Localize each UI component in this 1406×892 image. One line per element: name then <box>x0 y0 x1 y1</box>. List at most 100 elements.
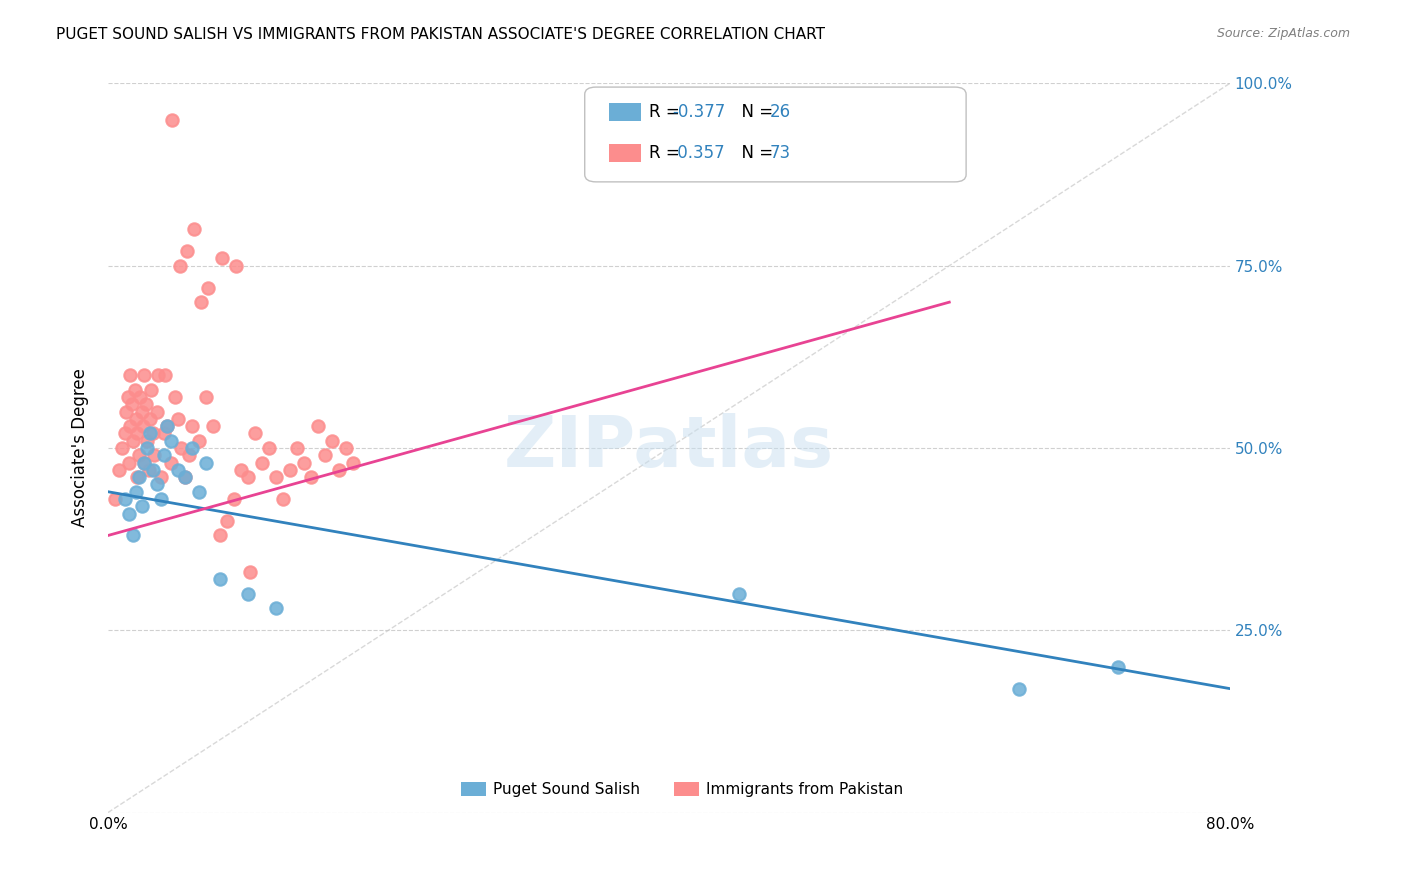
Point <box>188 484 211 499</box>
Point <box>146 477 169 491</box>
Point <box>156 419 179 434</box>
Point <box>141 383 163 397</box>
Point <box>111 441 134 455</box>
Point <box>188 434 211 448</box>
Point <box>245 426 267 441</box>
FancyBboxPatch shape <box>461 782 486 797</box>
Point <box>156 419 179 434</box>
Point <box>170 441 193 455</box>
Point <box>122 434 145 448</box>
Point <box>195 456 218 470</box>
Point <box>285 441 308 455</box>
Point <box>211 252 233 266</box>
Point <box>292 456 315 470</box>
Point <box>148 368 170 382</box>
Point <box>136 434 159 448</box>
Point <box>271 491 294 506</box>
Text: R =: R = <box>648 103 685 121</box>
Point <box>108 463 131 477</box>
Point <box>335 441 357 455</box>
Point <box>155 368 177 382</box>
Point <box>153 426 176 441</box>
Y-axis label: Associate's Degree: Associate's Degree <box>72 368 89 527</box>
Point <box>299 470 322 484</box>
Point <box>132 419 155 434</box>
Point <box>160 456 183 470</box>
Point <box>728 587 751 601</box>
Point <box>209 528 232 542</box>
Point <box>131 404 153 418</box>
Point <box>202 419 225 434</box>
Point <box>1008 681 1031 696</box>
Point <box>118 456 141 470</box>
Point <box>153 448 176 462</box>
Point <box>169 259 191 273</box>
Point <box>128 448 150 462</box>
Point <box>328 463 350 477</box>
Point <box>142 463 165 477</box>
Point <box>224 491 246 506</box>
Point <box>129 390 152 404</box>
FancyBboxPatch shape <box>609 144 641 162</box>
Point <box>160 434 183 448</box>
Point <box>131 500 153 514</box>
Point <box>138 463 160 477</box>
Point <box>217 514 239 528</box>
Point <box>278 463 301 477</box>
Point <box>179 448 201 462</box>
Point <box>238 470 260 484</box>
Text: N =: N = <box>731 103 778 121</box>
Text: ZIPatlas: ZIPatlas <box>503 414 834 483</box>
Point <box>114 491 136 506</box>
Point <box>124 383 146 397</box>
Point <box>162 112 184 127</box>
Text: 26: 26 <box>770 103 792 121</box>
Point <box>176 244 198 259</box>
Point <box>128 470 150 484</box>
Point <box>117 390 139 404</box>
Point <box>118 507 141 521</box>
Text: Puget Sound Salish: Puget Sound Salish <box>492 781 640 797</box>
Point <box>132 368 155 382</box>
Point <box>174 470 197 484</box>
Text: -0.377: -0.377 <box>672 103 725 121</box>
Text: PUGET SOUND SALISH VS IMMIGRANTS FROM PAKISTAN ASSOCIATE'S DEGREE CORRELATION CH: PUGET SOUND SALISH VS IMMIGRANTS FROM PA… <box>56 27 825 42</box>
Point <box>122 528 145 542</box>
Point <box>342 456 364 470</box>
Point <box>139 412 162 426</box>
Point <box>118 368 141 382</box>
Point <box>167 463 190 477</box>
Point <box>114 426 136 441</box>
Point <box>307 419 329 434</box>
Text: Source: ZipAtlas.com: Source: ZipAtlas.com <box>1216 27 1350 40</box>
Point <box>150 491 173 506</box>
Point <box>142 426 165 441</box>
Point <box>209 572 232 586</box>
Point <box>150 470 173 484</box>
Point <box>146 404 169 418</box>
Point <box>264 601 287 615</box>
Point <box>321 434 343 448</box>
Point <box>195 390 218 404</box>
Point <box>121 397 143 411</box>
FancyBboxPatch shape <box>675 782 699 797</box>
Point <box>125 470 148 484</box>
Point <box>257 441 280 455</box>
Point <box>165 390 187 404</box>
Point <box>239 565 262 579</box>
Point <box>143 448 166 462</box>
Point <box>134 456 156 470</box>
Text: 0.357: 0.357 <box>672 144 725 161</box>
Text: R =: R = <box>648 144 685 161</box>
Point <box>252 456 274 470</box>
Point <box>136 441 159 455</box>
Point <box>125 412 148 426</box>
FancyBboxPatch shape <box>585 87 966 182</box>
Point <box>197 280 219 294</box>
Point <box>238 587 260 601</box>
Point <box>135 397 157 411</box>
Point <box>225 259 247 273</box>
FancyBboxPatch shape <box>609 103 641 121</box>
Point <box>264 470 287 484</box>
Point <box>1107 659 1129 673</box>
